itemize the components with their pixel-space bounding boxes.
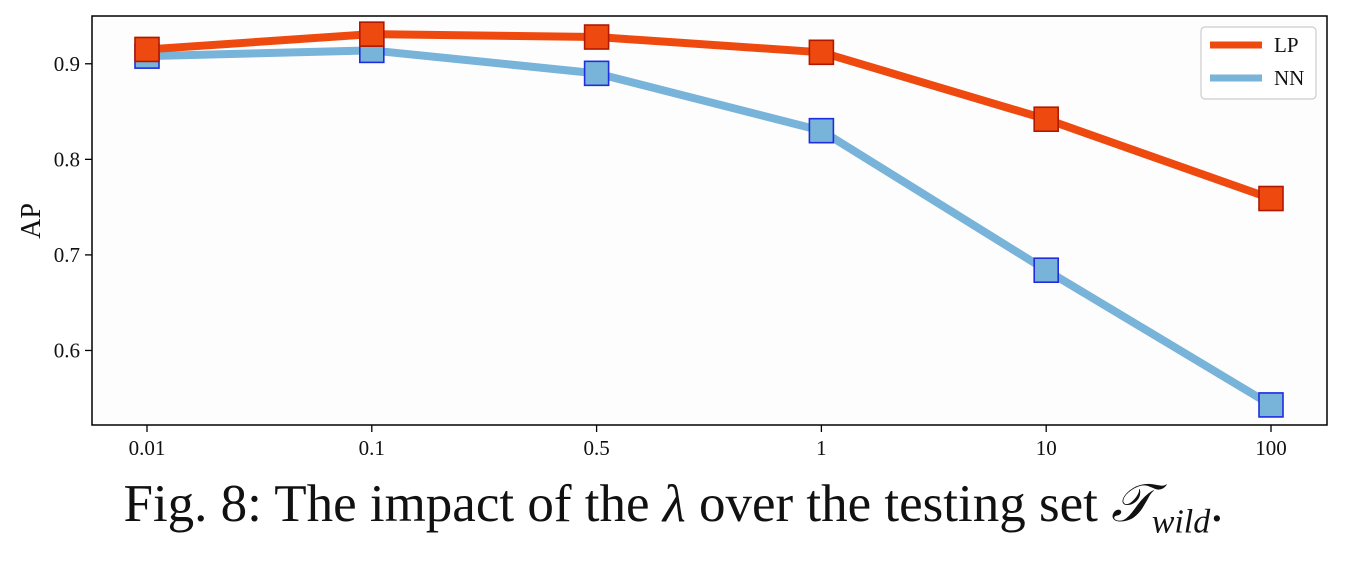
data-point-nn [1033,257,1059,283]
x-tick-label: 0.5 [583,436,609,460]
data-point-lp [583,24,610,50]
y-axis: 0.6 0.7 0.8 0.9 [54,52,92,362]
series-line-nn [146,46,1274,409]
y-tick-label: 0.7 [54,243,80,267]
plot-area [91,15,1328,426]
caption-set-symbol: 𝒯 [1111,475,1152,533]
caption-suffix: . [1210,475,1224,533]
data-point-lp [134,36,160,63]
data-point-lp [1258,185,1284,212]
caption-prefix: Fig. 8: The impact of the [123,475,663,533]
y-tick-label: 0.9 [54,52,80,76]
figure-caption: Fig. 8: The impact of the λ over the tes… [0,474,1347,542]
legend-label-nn: NN [1274,66,1304,90]
x-tick-label: 0.01 [129,436,166,460]
data-point-lp [1033,106,1059,133]
caption-lambda: λ [662,475,686,533]
data-point-lp [808,39,835,66]
legend: LP NN [1200,26,1317,100]
y-axis-label: AP [16,203,47,239]
series-layer [134,21,1284,418]
y-tick-label: 0.8 [54,147,80,171]
caption-middle: over the testing set [685,475,1112,533]
x-axis: 0.01 0.1 0.5 1 10 100 [129,425,1287,460]
data-point-nn [808,117,835,144]
y-tick-label: 0.6 [54,338,80,362]
data-point-nn [583,60,610,87]
chart: 0.6 0.7 0.8 0.9 0.01 0.1 0.5 1 10 100 AP LP NN [16,15,1328,460]
data-point-nn [1258,392,1284,418]
data-point-lp [358,21,385,47]
series-line-lp [146,30,1273,203]
legend-label-lp: LP [1274,33,1299,57]
x-tick-label: 100 [1255,436,1287,460]
series-lp [134,21,1284,212]
x-tick-label: 0.1 [359,436,385,460]
x-tick-label: 10 [1036,436,1057,460]
x-tick-label: 1 [816,436,827,460]
caption-set-subscript: wild [1151,503,1211,541]
